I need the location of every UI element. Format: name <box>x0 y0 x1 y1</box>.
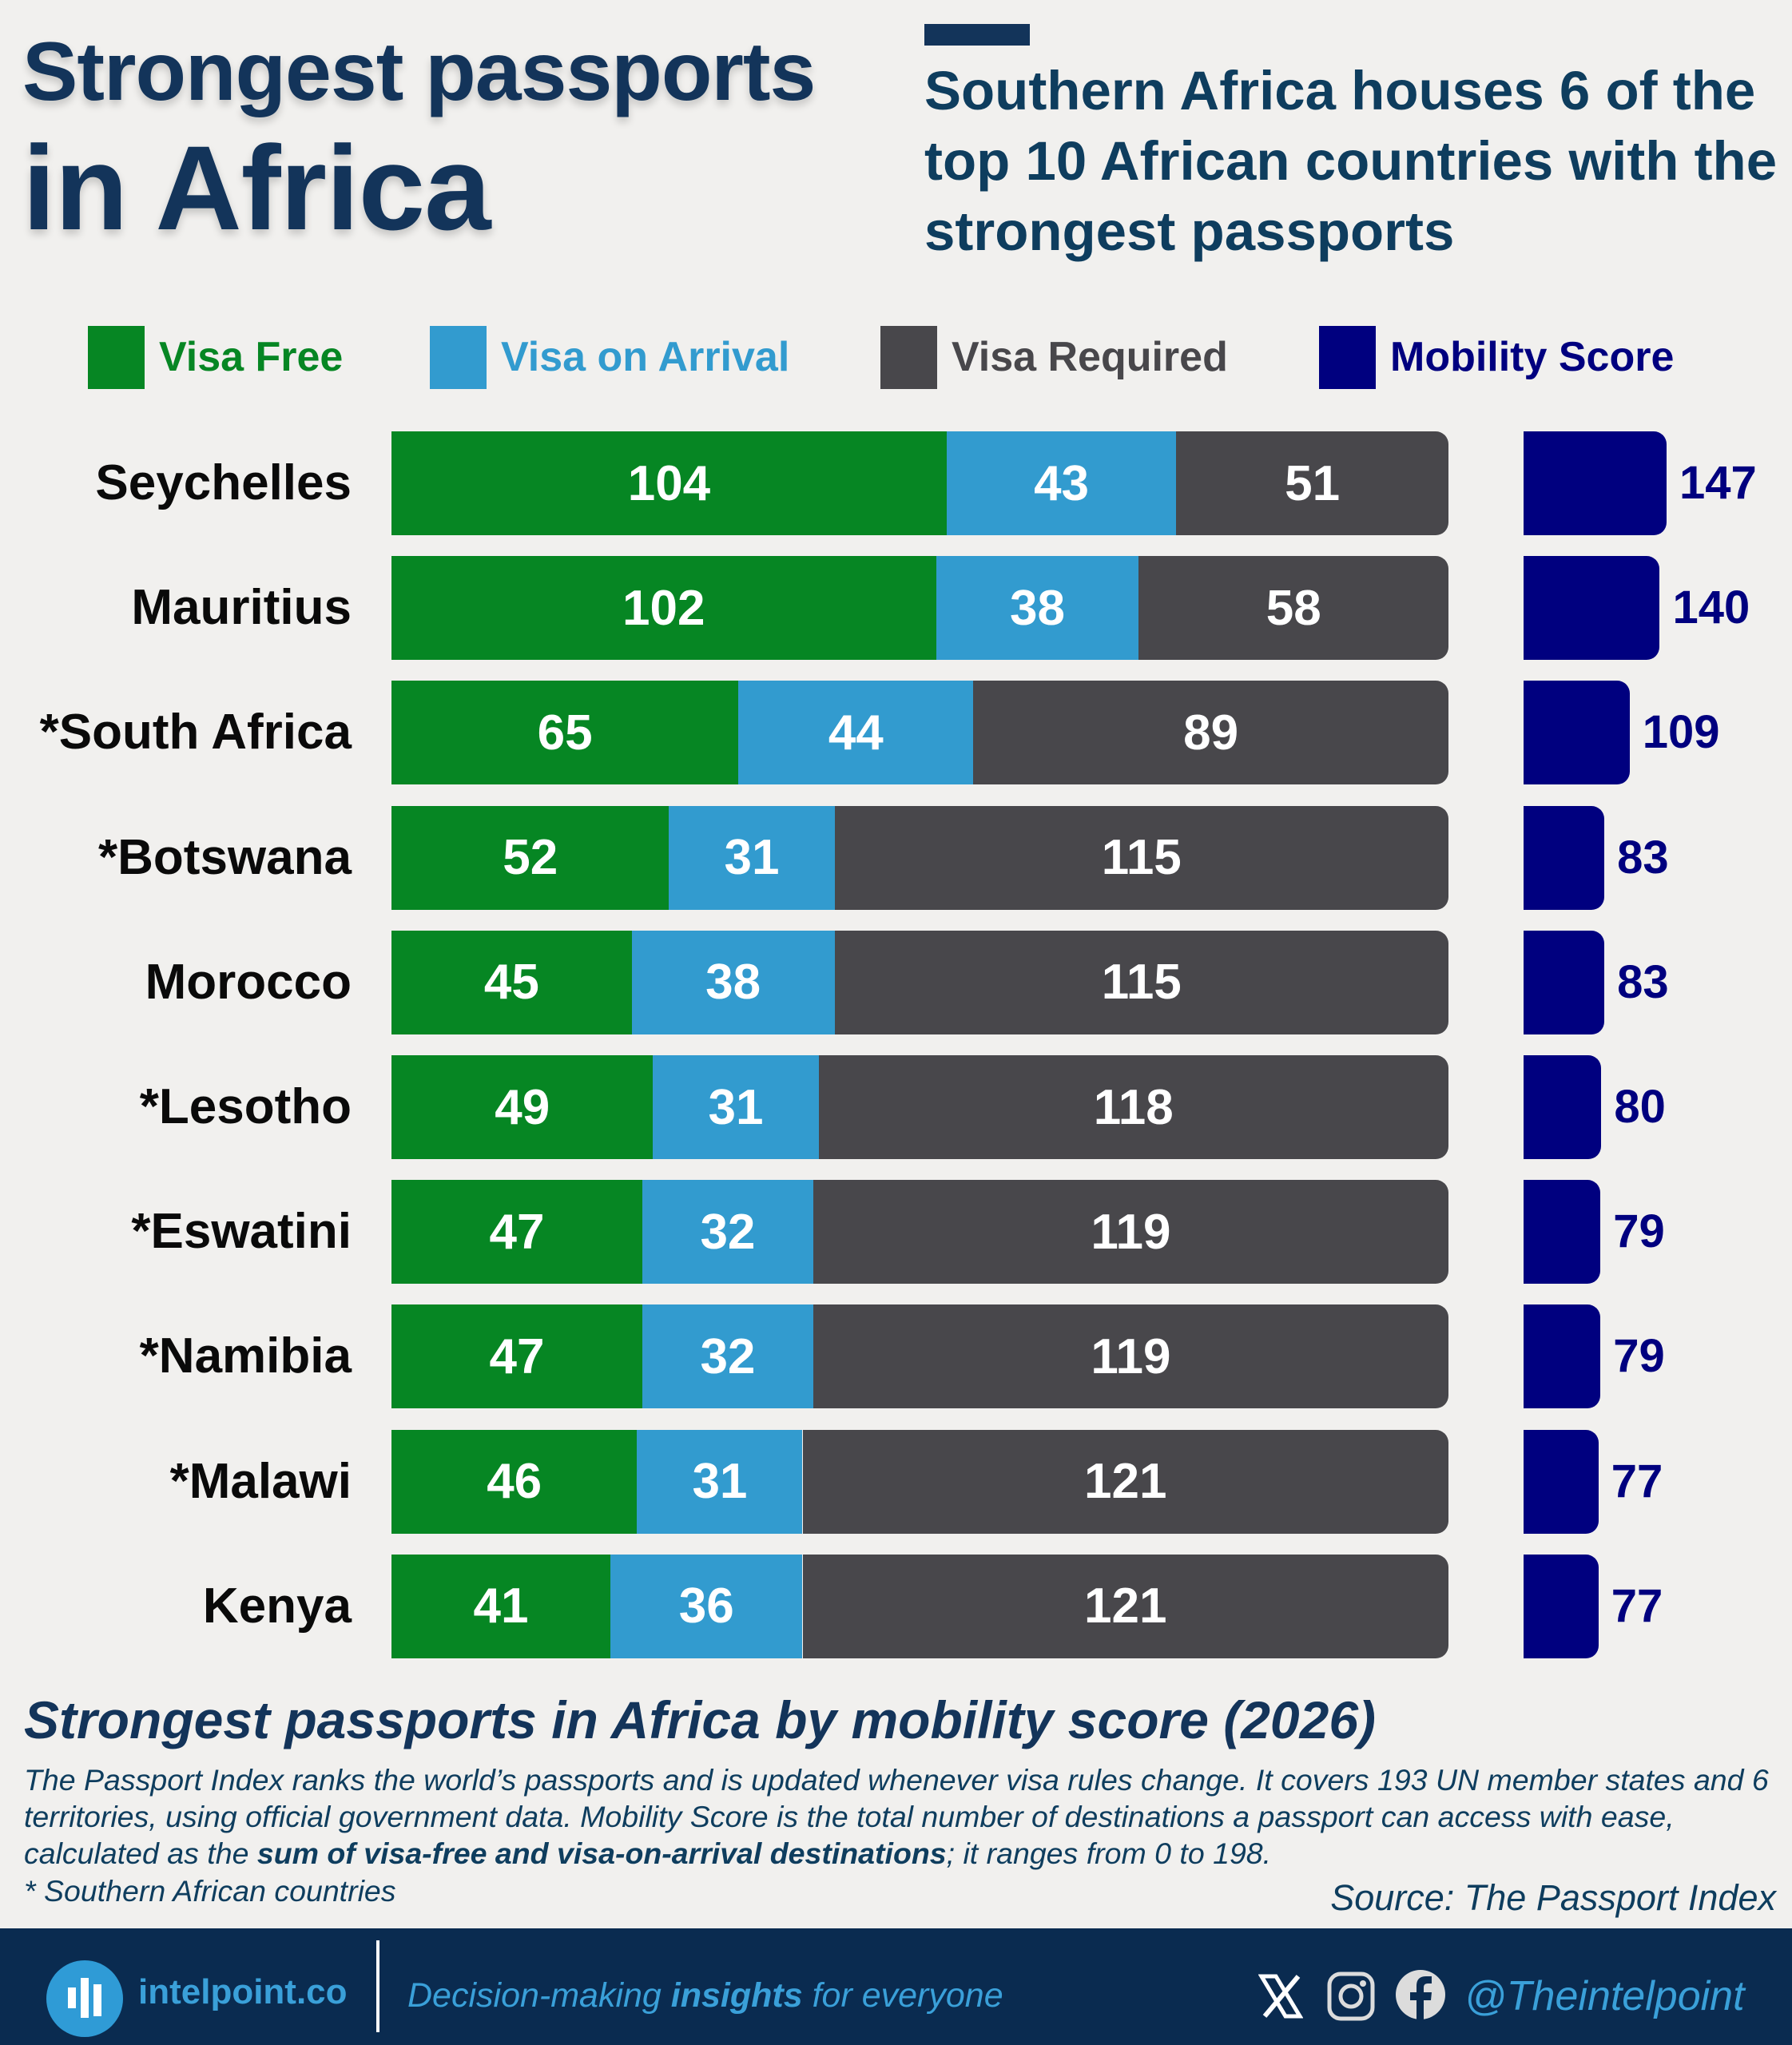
legend-item-visa-free: Visa Free <box>88 325 343 389</box>
southern-africa-note: * Southern African countries <box>24 1874 396 1908</box>
subtitle-accent-bar <box>924 24 1030 46</box>
tagline-text-1: Decision-making <box>407 1976 671 2015</box>
row-label: *Botswana <box>98 829 352 885</box>
bar-segment-visa-required: 115 <box>834 805 1448 910</box>
intelpoint-logo-icon <box>46 1960 123 2037</box>
tagline-text-2: for everyone <box>802 1976 1003 2015</box>
source-credit: Source: The Passport Index <box>1330 1877 1776 1918</box>
mobility-score-bar <box>1524 681 1630 785</box>
mobility-score-bar <box>1524 1429 1599 1534</box>
legend-label: Mobility Score <box>1390 334 1675 380</box>
mobility-score-bar <box>1524 1055 1602 1159</box>
bar-segment-visa-free: 47 <box>391 1304 643 1409</box>
legend-item-mobility-score: Mobility Score <box>1319 325 1674 389</box>
row-label: Morocco <box>145 954 352 1010</box>
methodology-text-2: ; it ranges from 0 to 198. <box>946 1837 1272 1870</box>
bar-segment-visa-on-arrival: 38 <box>936 556 1139 661</box>
bar-segment-visa-required: 119 <box>813 1304 1448 1409</box>
mobility-score-label: 77 <box>1611 1455 1663 1507</box>
legend-swatch-mobility-score <box>1319 325 1376 389</box>
bar-segment-visa-on-arrival: 38 <box>631 930 835 1034</box>
mobility-score-label: 79 <box>1613 1330 1665 1383</box>
bar-segment-visa-free: 45 <box>391 930 632 1034</box>
bar-segment-visa-free: 52 <box>391 805 670 910</box>
bar-segment-visa-required: 51 <box>1176 431 1448 535</box>
bar-segment-visa-on-arrival: 31 <box>637 1429 803 1534</box>
x-icon[interactable] <box>1258 1968 1303 2024</box>
mobility-score-label: 83 <box>1617 955 1669 1008</box>
mobility-score-label: 80 <box>1614 1081 1666 1133</box>
title-line-1: Strongest passports <box>22 26 816 118</box>
legend-swatch-visa-on-arrival <box>430 325 487 389</box>
methodology-text-bold: sum of visa-free and visa-on-arrival des… <box>256 1837 947 1870</box>
bar-segment-visa-free: 65 <box>391 681 739 785</box>
bar-segment-visa-required: 121 <box>802 1429 1448 1534</box>
social-handle[interactable]: @Theintelpoint <box>1464 1973 1745 2019</box>
mobility-score-bar <box>1524 930 1605 1034</box>
bar-segment-visa-required: 121 <box>802 1554 1448 1658</box>
mobility-score-label: 83 <box>1617 831 1669 884</box>
bar-segment-visa-required: 89 <box>973 681 1448 785</box>
mobility-score-bar <box>1524 805 1605 910</box>
bar-segment-visa-free: 49 <box>391 1055 654 1159</box>
mobility-score-label: 109 <box>1642 706 1720 759</box>
methodology-note: The Passport Index ranks the world’s pas… <box>24 1761 1782 1872</box>
instagram-icon[interactable] <box>1326 1968 1376 2024</box>
row-label: Mauritius <box>131 580 352 636</box>
brand-banner: intelpoint.co Decision-making insights f… <box>0 1928 1792 2045</box>
mobility-score-label: 140 <box>1672 582 1750 634</box>
mobility-score-label: 147 <box>1679 457 1757 509</box>
bar-segment-visa-required: 58 <box>1138 556 1448 661</box>
mobility-score-bar <box>1524 556 1660 661</box>
page-title: Strongest passports in Africa <box>22 24 816 256</box>
bar-segment-visa-free: 41 <box>391 1554 610 1658</box>
bar-segment-visa-free: 102 <box>391 556 936 661</box>
brand-link[interactable]: intelpoint.co <box>138 1972 348 2011</box>
row-label: *South Africa <box>39 705 352 760</box>
row-label: *Namibia <box>139 1328 352 1384</box>
bar-segment-visa-required: 118 <box>818 1055 1448 1159</box>
mobility-score-bar <box>1524 1180 1601 1285</box>
legend-swatch-visa-free <box>88 325 145 389</box>
tagline-text-bold: insights <box>670 1976 803 2015</box>
mobility-score-bar <box>1524 1554 1599 1658</box>
row-label: *Lesotho <box>139 1079 352 1134</box>
legend-label: Visa Free <box>159 334 344 380</box>
bar-segment-visa-on-arrival: 31 <box>669 805 835 910</box>
row-label: *Malawi <box>169 1453 352 1509</box>
bar-segment-visa-free: 47 <box>391 1180 643 1285</box>
legend-item-visa-on-arrival: Visa on Arrival <box>430 325 789 389</box>
bar-segment-visa-required: 115 <box>834 930 1448 1034</box>
mobility-score-bar <box>1524 431 1667 535</box>
mobility-score-label: 79 <box>1613 1205 1665 1258</box>
tagline: Decision-making insights for everyone <box>407 1976 1003 2015</box>
mobility-score-label: 77 <box>1611 1579 1663 1632</box>
bar-segment-visa-on-arrival: 32 <box>642 1180 813 1285</box>
row-label: Seychelles <box>95 455 352 510</box>
bar-segment-visa-on-arrival: 32 <box>642 1304 813 1409</box>
row-label: Kenya <box>202 1578 352 1634</box>
bar-segment-visa-on-arrival: 31 <box>653 1055 819 1159</box>
bar-segment-visa-on-arrival: 44 <box>738 681 974 785</box>
title-line-2: in Africa <box>22 121 491 255</box>
methodology-text-1: The Passport Index ranks the world’s pas… <box>24 1763 1769 1870</box>
bar-segment-visa-free: 46 <box>391 1429 638 1534</box>
legend: Visa Free Visa on Arrival Visa Required … <box>0 325 1792 389</box>
subtitle: Southern Africa houses 6 of the top 10 A… <box>924 60 1778 262</box>
row-label: *Eswatini <box>131 1204 352 1260</box>
bar-segment-visa-required: 119 <box>813 1180 1448 1285</box>
chart-title: Strongest passports in Africa by mobilit… <box>24 1690 1377 1749</box>
legend-label: Visa Required <box>952 334 1228 380</box>
banner-divider <box>376 1940 379 2032</box>
bar-segment-visa-free: 104 <box>391 431 947 535</box>
legend-item-visa-required: Visa Required <box>880 325 1228 389</box>
legend-swatch-visa-required <box>880 325 937 389</box>
bar-segment-visa-on-arrival: 43 <box>946 431 1177 535</box>
mobility-score-bar <box>1524 1304 1601 1409</box>
legend-label: Visa on Arrival <box>501 334 790 380</box>
facebook-icon[interactable] <box>1394 1968 1447 2024</box>
bar-segment-visa-on-arrival: 36 <box>610 1554 803 1658</box>
